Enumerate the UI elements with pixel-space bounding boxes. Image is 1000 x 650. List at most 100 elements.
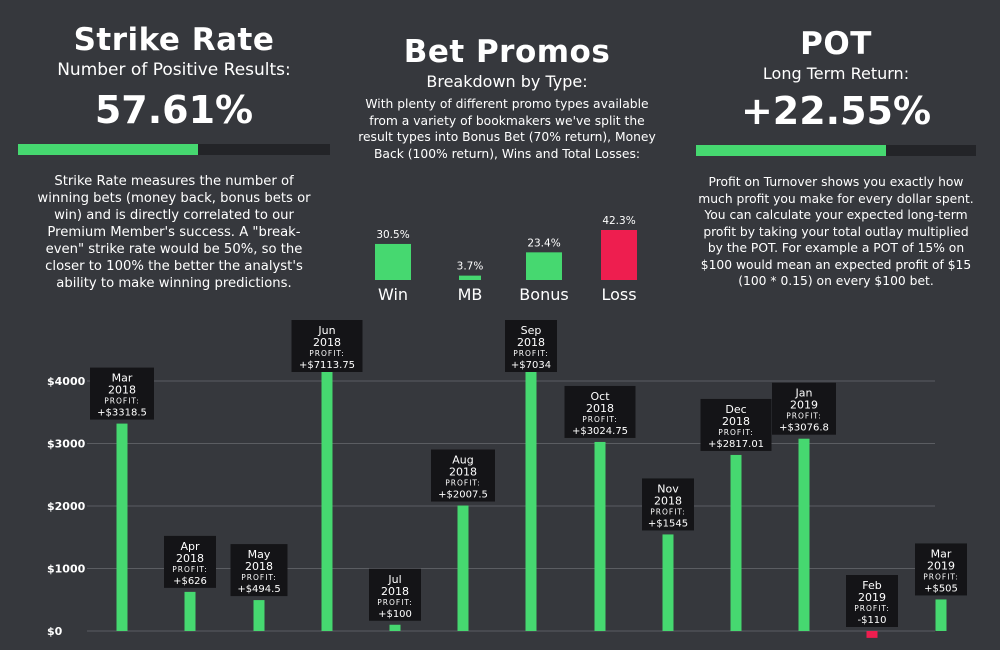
profit-caption: PROFIT: bbox=[241, 573, 276, 582]
year-label: 2018 bbox=[176, 552, 204, 565]
promo-type-label: MB bbox=[458, 285, 483, 304]
y-tick-label: $1000 bbox=[47, 563, 86, 576]
month-label: Aug bbox=[452, 454, 473, 467]
label-box bbox=[564, 385, 636, 438]
profit-value: +$626 bbox=[173, 576, 207, 587]
profit-bar bbox=[525, 370, 537, 631]
promo-value-label: 30.5% bbox=[376, 229, 409, 241]
promo-bar-loss bbox=[601, 230, 637, 280]
strike-rate-description: Strike Rate measures the number of winni… bbox=[37, 174, 311, 291]
profit-value: +$1545 bbox=[648, 518, 688, 529]
label-box bbox=[164, 535, 216, 588]
profit-bar bbox=[594, 441, 606, 631]
label-box bbox=[915, 543, 967, 596]
year-label: 2018 bbox=[586, 402, 614, 415]
profit-bar bbox=[662, 534, 674, 631]
pot-progress-fill bbox=[696, 145, 887, 156]
profit-value: +$3024.75 bbox=[572, 426, 628, 437]
month-label: Jan bbox=[795, 387, 813, 400]
bet-promos-title: Bet Promos bbox=[403, 34, 611, 70]
year-label: 2018 bbox=[245, 560, 273, 573]
label-box bbox=[291, 320, 363, 372]
promo-type-label: Win bbox=[378, 285, 408, 304]
year-label: 2019 bbox=[927, 559, 955, 572]
promo-value-label: 23.4% bbox=[527, 237, 560, 249]
year-label: 2018 bbox=[517, 336, 545, 349]
profit-caption: PROFIT: bbox=[445, 479, 480, 488]
profit-value: +$7034 bbox=[511, 360, 551, 371]
profit-caption: PROFIT: bbox=[104, 397, 139, 406]
profit-caption: PROFIT: bbox=[513, 349, 548, 358]
profit-value: +$494.5 bbox=[237, 584, 280, 595]
profit-value: +$505 bbox=[924, 583, 958, 594]
profit-value: -$110 bbox=[857, 615, 886, 626]
promo-bar-bonus bbox=[526, 252, 562, 280]
month-label: Jun bbox=[317, 324, 335, 337]
promo-type-label: Loss bbox=[601, 285, 636, 304]
pot-panel: POT Long Term Return: +22.55% Profit on … bbox=[696, 26, 976, 290]
promo-bar-mb bbox=[459, 275, 481, 280]
promo-value-label: 3.7% bbox=[457, 261, 484, 273]
profit-caption: PROFIT: bbox=[718, 428, 753, 437]
strike-rate-title: Strike Rate bbox=[73, 22, 275, 58]
month-label: Feb bbox=[862, 579, 881, 592]
profit-caption: PROFIT: bbox=[923, 572, 958, 581]
label-box bbox=[700, 398, 772, 451]
profit-caption: PROFIT: bbox=[650, 507, 685, 516]
label-box bbox=[230, 544, 288, 597]
promo-type-chart: 30.5% Win 3.7% MB 23.4% Bonus 42.3% Loss bbox=[375, 215, 637, 304]
year-label: 2018 bbox=[381, 585, 409, 598]
profit-bar bbox=[457, 505, 469, 631]
promo-value-label: 42.3% bbox=[602, 215, 635, 227]
strike-rate-progress bbox=[18, 144, 330, 155]
profit-value: +$3318.5 bbox=[97, 408, 147, 419]
profit-caption: PROFIT: bbox=[786, 412, 821, 421]
strike-rate-subtitle: Number of Positive Results: bbox=[57, 60, 291, 80]
profit-bar bbox=[321, 370, 333, 631]
profit-bar bbox=[184, 591, 196, 631]
profit-caption: PROFIT: bbox=[854, 604, 889, 613]
profit-caption: PROFIT: bbox=[582, 415, 617, 424]
profit-caption: PROFIT: bbox=[172, 565, 207, 574]
pot-value: +22.55% bbox=[740, 89, 932, 133]
bet-promos-subtitle: Breakdown by Type: bbox=[426, 72, 588, 91]
y-tick-label: $3000 bbox=[47, 438, 86, 451]
profit-caption: PROFIT: bbox=[377, 598, 412, 607]
year-label: 2018 bbox=[722, 415, 750, 428]
strike-rate-value: 57.61% bbox=[94, 88, 254, 132]
profit-bar bbox=[798, 438, 810, 631]
profit-value: +$3076.8 bbox=[779, 423, 829, 434]
month-label: Apr bbox=[180, 540, 200, 553]
bet-promos-panel: Bet Promos Breakdown by Type: With plent… bbox=[352, 34, 662, 162]
month-label: Jul bbox=[387, 573, 401, 586]
year-label: 2019 bbox=[858, 591, 886, 604]
month-label: Oct bbox=[590, 390, 610, 403]
month-label: Nov bbox=[657, 482, 679, 495]
label-box bbox=[772, 382, 836, 435]
profit-bar bbox=[730, 454, 742, 631]
strike-rate-progress-fill bbox=[18, 144, 198, 155]
month-label: May bbox=[248, 548, 271, 561]
profit-value: +$100 bbox=[378, 609, 412, 620]
year-label: 2018 bbox=[108, 384, 136, 397]
pot-title: POT bbox=[800, 26, 872, 62]
profit-bar bbox=[116, 423, 128, 631]
profit-bar bbox=[389, 624, 401, 631]
profit-value: +$7113.75 bbox=[299, 360, 355, 371]
y-tick-label: $4000 bbox=[47, 375, 86, 388]
profit-bar bbox=[253, 600, 265, 631]
label-box bbox=[90, 367, 154, 420]
year-label: 2018 bbox=[449, 466, 477, 479]
month-label: Sep bbox=[521, 324, 542, 337]
year-label: 2018 bbox=[654, 494, 682, 507]
profit-value: +$2007.5 bbox=[438, 490, 488, 501]
